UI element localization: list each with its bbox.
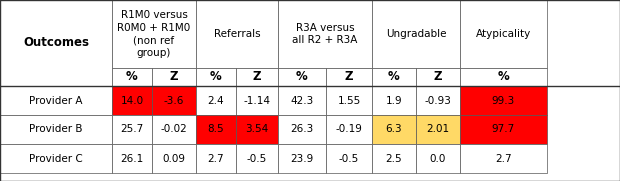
Bar (278, 68, 326, 86)
Bar (372, 115, 416, 144)
Bar (416, 115, 460, 144)
Bar (0, 86, 112, 115)
Bar (278, 115, 326, 144)
Bar (236, 86, 278, 115)
Text: %: % (498, 71, 510, 83)
Text: R3A versus
all R2 + R3A: R3A versus all R2 + R3A (292, 23, 358, 45)
Text: Provider C: Provider C (29, 153, 83, 163)
Bar (236, 68, 278, 86)
Text: 26.1: 26.1 (120, 153, 144, 163)
Text: 1.55: 1.55 (337, 96, 361, 106)
Text: 25.7: 25.7 (120, 125, 144, 134)
Text: Z: Z (434, 71, 442, 83)
Text: 26.3: 26.3 (290, 125, 314, 134)
Text: 8.5: 8.5 (208, 125, 224, 134)
Bar (278, 86, 326, 115)
Text: -0.02: -0.02 (161, 125, 187, 134)
Bar (0, 115, 112, 144)
Bar (326, 115, 372, 144)
Bar (326, 68, 372, 86)
Text: -1.14: -1.14 (244, 96, 270, 106)
Text: 99.3: 99.3 (492, 96, 515, 106)
Bar (112, 86, 152, 115)
Bar (372, 144, 416, 173)
Bar (460, 0, 547, 68)
Bar (326, 86, 372, 115)
Bar (152, 68, 196, 86)
Text: Outcomes: Outcomes (23, 37, 89, 49)
Text: 1.9: 1.9 (386, 96, 402, 106)
Text: 42.3: 42.3 (290, 96, 314, 106)
Bar (372, 86, 416, 115)
Text: 3.54: 3.54 (246, 125, 268, 134)
Text: Atypicality: Atypicality (476, 29, 531, 39)
Bar (416, 144, 460, 173)
Bar (196, 115, 236, 144)
Text: -0.5: -0.5 (247, 153, 267, 163)
Bar (460, 86, 547, 115)
Bar (112, 68, 152, 86)
Bar (326, 144, 372, 173)
Bar (0, 0, 112, 86)
Text: 97.7: 97.7 (492, 125, 515, 134)
Bar (236, 115, 278, 144)
Text: 2.7: 2.7 (495, 153, 512, 163)
Bar (196, 86, 236, 115)
Bar (0, 144, 112, 173)
Bar (112, 144, 152, 173)
Text: 0.0: 0.0 (430, 153, 446, 163)
Text: %: % (296, 71, 308, 83)
Bar (196, 144, 236, 173)
Text: 0.09: 0.09 (162, 153, 185, 163)
Bar (112, 0, 196, 68)
Text: -0.5: -0.5 (339, 153, 359, 163)
Text: Provider A: Provider A (29, 96, 82, 106)
Text: 2.01: 2.01 (427, 125, 449, 134)
Bar (460, 144, 547, 173)
Bar (416, 68, 460, 86)
Bar (112, 115, 152, 144)
Bar (278, 144, 326, 173)
Text: 2.5: 2.5 (386, 153, 402, 163)
Text: -0.19: -0.19 (335, 125, 363, 134)
Bar (372, 0, 460, 68)
Text: -0.93: -0.93 (425, 96, 451, 106)
Bar (196, 68, 236, 86)
Text: Z: Z (253, 71, 261, 83)
Text: Z: Z (170, 71, 179, 83)
Text: -3.6: -3.6 (164, 96, 184, 106)
Text: %: % (126, 71, 138, 83)
Text: Provider B: Provider B (29, 125, 82, 134)
Bar (236, 144, 278, 173)
Bar (152, 115, 196, 144)
Text: 14.0: 14.0 (120, 96, 144, 106)
Bar (196, 0, 278, 68)
Text: %: % (210, 71, 222, 83)
Bar (152, 86, 196, 115)
Text: 2.4: 2.4 (208, 96, 224, 106)
Text: 23.9: 23.9 (290, 153, 314, 163)
Text: Z: Z (345, 71, 353, 83)
Text: %: % (388, 71, 400, 83)
Text: Ungradable: Ungradable (386, 29, 446, 39)
Bar (278, 0, 372, 68)
Text: R1M0 versus
R0M0 + R1M0
(non ref
group): R1M0 versus R0M0 + R1M0 (non ref group) (117, 10, 190, 58)
Bar (460, 68, 547, 86)
Text: 6.3: 6.3 (386, 125, 402, 134)
Bar (460, 115, 547, 144)
Bar (416, 86, 460, 115)
Text: Referrals: Referrals (214, 29, 260, 39)
Bar (152, 144, 196, 173)
Bar (372, 68, 416, 86)
Text: 2.7: 2.7 (208, 153, 224, 163)
